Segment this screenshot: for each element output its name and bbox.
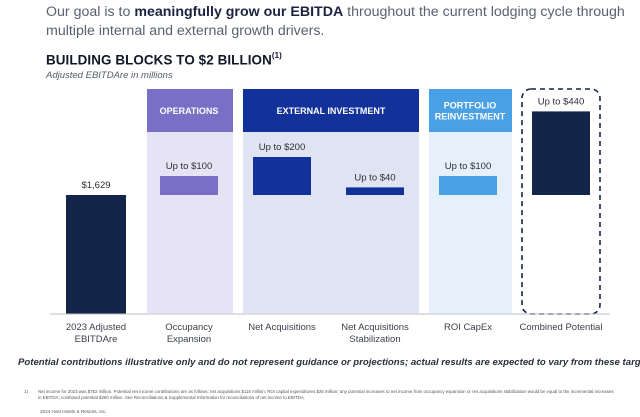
group-header-label: REINVESTMENT [435,112,506,122]
bar-5 [532,111,590,195]
group-header-label: EXTERNAL INVESTMENT [277,106,386,116]
x-tick-label-2: Net Acquisitions [248,322,316,333]
disclaimer: Potential contributions illustrative onl… [18,357,640,368]
value-label-3: Up to $40 [354,172,395,183]
headline: Our goal is to meaningfully grow our EBI… [46,3,626,41]
group-panel-header [147,89,233,132]
value-label-1: Up to $100 [166,161,212,172]
x-tick-label-1: Occupancy [165,322,213,333]
headline-prefix: Our goal is to [46,4,135,20]
group-panel-header [243,89,419,132]
title-footnote-ref: (1) [271,51,282,60]
bar-1 [160,176,218,195]
group-header-label: OPERATIONS [160,106,219,116]
group-panels: OPERATIONS EXTERNAL INVESTMENT PORTFOLIORE… [147,88,601,315]
footnote: 1) Net income for 2023 was $752 million.… [24,389,618,400]
bar-4 [439,176,497,195]
x-tick-label-0: EBITDAre [75,334,118,345]
value-label-0: $1,629 [81,180,110,191]
x-tick-label-0: 2023 Adjusted [66,322,126,333]
bar-2 [253,157,311,195]
value-label-2: Up to $200 [259,142,305,153]
chart-title: BUILDING BLOCKS TO $2 BILLION(1) [46,51,282,68]
x-tick-label-3: Stabilization [349,334,400,345]
chart-subtitle: Adjusted EBITDAre in millions [46,70,173,81]
bar-3 [346,187,404,195]
chart-bars [66,111,590,314]
footnote-text: Net income for 2023 was $752 million. Po… [38,389,614,400]
headline-emphasis: meaningfully grow our EBITDA [134,4,344,20]
x-tick-label-3: Net Acquisitions [341,322,409,333]
bar-0 [66,195,126,314]
x-tick-label-1: Expansion [167,334,211,345]
group-panel-header [429,89,512,132]
chart-title-text: BUILDING BLOCKS TO $2 BILLION [46,52,272,68]
footnote-marker: 1) [24,389,28,394]
value-label-5: Up to $440 [538,96,584,107]
copyright: 2024 Host Hotels & Resorts, Inc. [40,409,107,414]
headline-suffix: throughout the current lodging cycle thr… [46,4,625,39]
x-tick-label-4: ROI CapEx [444,322,492,333]
value-label-4: Up to $100 [445,161,491,172]
chart-labels: $1,629 Up to $100 Up to $200 Up to $40 Up to… [81,96,584,191]
group-header-label: PORTFOLIO [444,101,497,111]
x-tick-label-5: Combined Potential [520,322,603,333]
